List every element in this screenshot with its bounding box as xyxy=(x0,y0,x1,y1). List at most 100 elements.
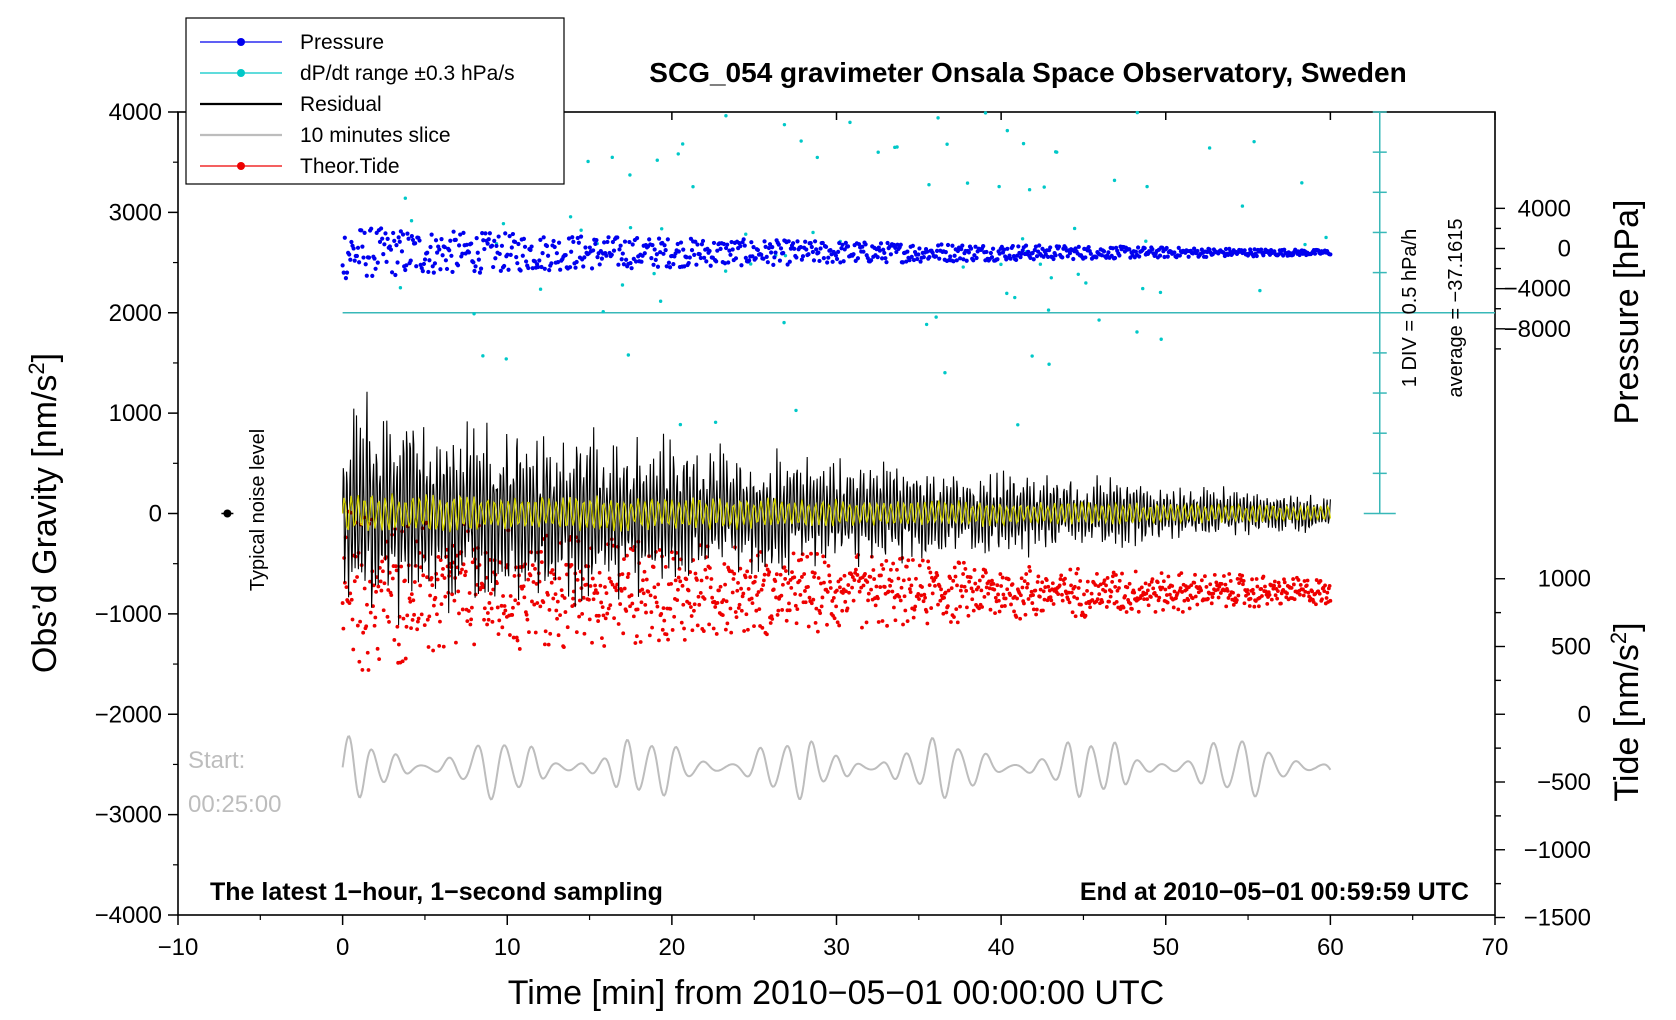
pressure-point xyxy=(554,251,559,256)
tide-point xyxy=(1027,564,1032,569)
tide-point xyxy=(1097,592,1102,596)
tide-point xyxy=(481,585,486,590)
pressure-point xyxy=(930,250,935,255)
dpdt-point xyxy=(794,408,798,413)
pressure-point xyxy=(988,250,993,256)
pressure-point xyxy=(882,250,887,256)
noise-level-label: Typical noise level xyxy=(247,429,269,591)
x-axis-label: Time [min] from 2010−05−01 00:00:00 UTC xyxy=(508,974,1164,1012)
tide-point xyxy=(896,576,901,581)
pressure-point xyxy=(428,244,433,250)
tide-point xyxy=(682,626,686,631)
tide-point xyxy=(903,608,908,613)
pressure-point xyxy=(810,249,815,255)
tide-point xyxy=(452,598,457,603)
pressure-point xyxy=(502,263,507,269)
pressure-point xyxy=(354,253,360,259)
pressure-point xyxy=(936,243,941,248)
pressure-point xyxy=(741,237,746,242)
tide-point xyxy=(416,616,421,621)
tide-point xyxy=(671,556,676,561)
pressure-point xyxy=(1088,251,1093,256)
pressure-point xyxy=(727,248,732,253)
tide-point xyxy=(654,600,659,605)
y-right-tide-axis: 1000 500 0 −500 −1000 −1500 xyxy=(1495,566,1591,932)
pressure-point xyxy=(715,248,720,253)
tide-point xyxy=(739,608,744,613)
dpdt-point xyxy=(1084,281,1088,285)
tide-point xyxy=(1231,590,1235,595)
pressure-point xyxy=(915,256,920,262)
tide-point xyxy=(1060,592,1064,597)
tide-point xyxy=(454,640,458,645)
legend-marker xyxy=(237,162,245,170)
pressure-point xyxy=(1067,251,1073,256)
y-axis-right-tide-label: Tide [nm/s2] xyxy=(1606,622,1646,801)
pressure-point xyxy=(1033,244,1039,249)
tide-point xyxy=(1040,580,1045,585)
tide-point xyxy=(439,602,444,607)
tide-point xyxy=(652,585,657,590)
tide-point xyxy=(1028,569,1032,573)
tide-point xyxy=(968,575,973,580)
pressure-point xyxy=(1048,245,1053,250)
dpdt-point xyxy=(1005,291,1009,296)
tide-point xyxy=(547,608,552,612)
tide-point xyxy=(773,579,778,584)
tide-point xyxy=(461,562,466,567)
tide-point xyxy=(909,583,914,588)
tide-point xyxy=(724,599,729,604)
tide-point xyxy=(1190,596,1195,601)
tide-point xyxy=(626,571,631,576)
pressure-point xyxy=(1008,256,1013,261)
dpdt-point xyxy=(848,120,852,125)
pressure-point xyxy=(755,247,761,253)
pressure-point xyxy=(498,268,503,273)
pressure-point xyxy=(840,242,845,247)
tide-point xyxy=(1067,600,1072,605)
tide-point xyxy=(596,613,601,618)
pressure-point xyxy=(961,257,966,262)
pressure-point xyxy=(662,243,667,248)
tide-point xyxy=(458,570,463,575)
tide-point xyxy=(953,574,958,579)
tide-point xyxy=(593,583,597,588)
tide-point xyxy=(456,589,461,594)
tide-point xyxy=(472,642,477,647)
tide-point xyxy=(714,632,719,636)
tide-point xyxy=(1153,609,1158,614)
tide-point xyxy=(1272,579,1277,584)
tide-point xyxy=(1098,582,1103,587)
pressure-point xyxy=(759,252,764,257)
pressure-point xyxy=(595,255,600,260)
pressure-point xyxy=(809,244,814,250)
pressure-point xyxy=(362,230,367,235)
pressure-point xyxy=(472,268,477,274)
tide-point xyxy=(949,586,954,591)
pressure-point xyxy=(381,252,386,257)
tide-point xyxy=(647,633,652,638)
tide-point xyxy=(963,567,968,571)
tide-point xyxy=(798,593,803,597)
tide-point xyxy=(508,633,512,637)
tide-point xyxy=(596,619,601,623)
tide-point xyxy=(1083,613,1088,618)
tide-point xyxy=(1165,600,1170,605)
y-right-pressure-axis: 4000 0 −4000 −8000 xyxy=(1495,195,1571,350)
tide-point xyxy=(1095,597,1100,602)
tide-point xyxy=(425,617,430,622)
pressure-point xyxy=(888,252,893,257)
pressure-point xyxy=(798,245,803,250)
tide-point xyxy=(929,606,934,610)
pressure-point xyxy=(582,255,587,260)
tide-point xyxy=(1189,583,1194,588)
tide-point xyxy=(435,577,440,582)
pressure-tick-label: 0 xyxy=(1558,236,1571,263)
dpdt-point xyxy=(501,221,506,226)
tide-point xyxy=(662,618,667,623)
pressure-point xyxy=(589,266,595,271)
pressure-point xyxy=(382,242,387,247)
tide-point xyxy=(834,588,839,593)
pressure-point xyxy=(958,256,963,261)
tide-point xyxy=(1208,582,1213,587)
